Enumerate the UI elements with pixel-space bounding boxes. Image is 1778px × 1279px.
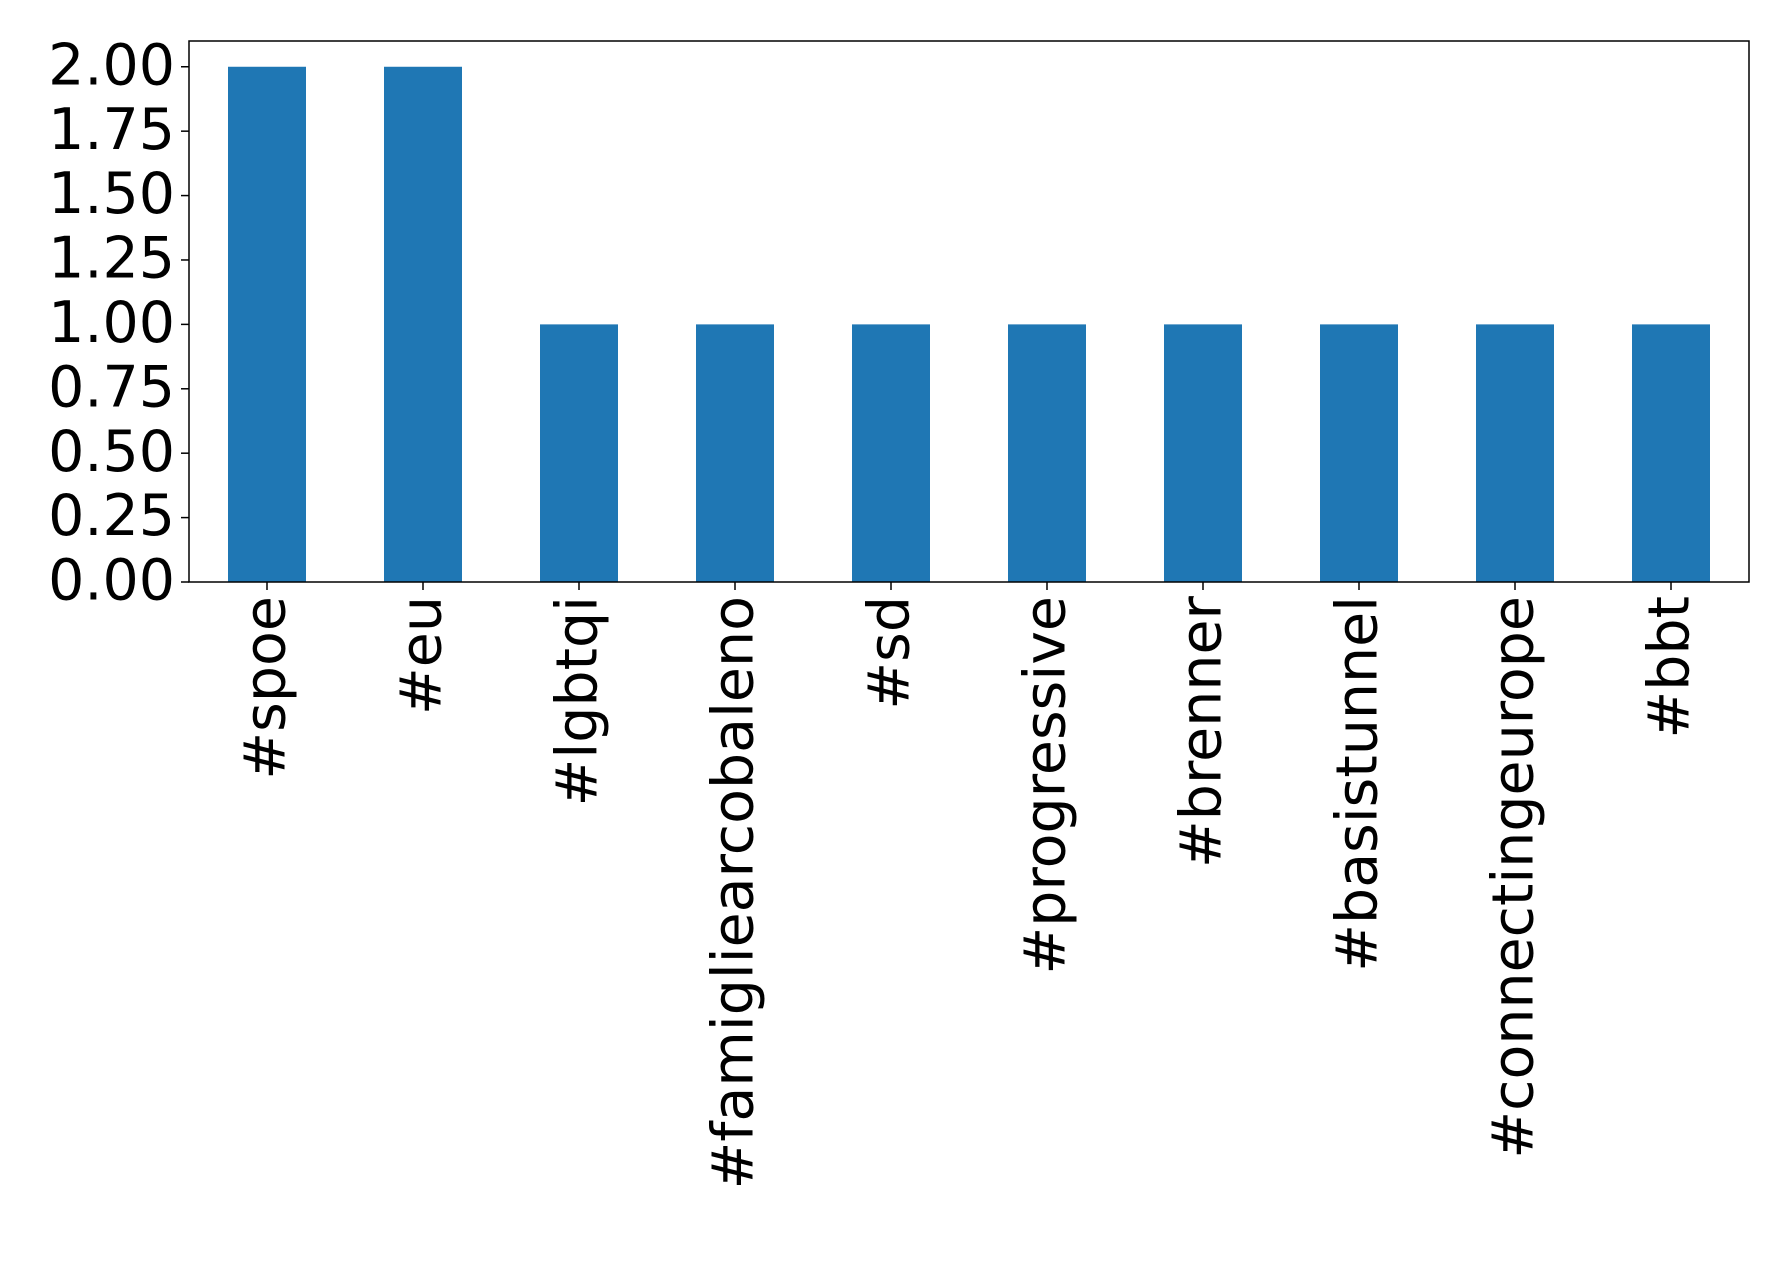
axes-frame	[188, 40, 1750, 583]
y-tick-label: 1.75	[48, 97, 175, 163]
x-tick-label: #basistunnel	[1325, 596, 1391, 972]
bar	[1476, 324, 1554, 582]
bar	[1008, 324, 1086, 582]
bar	[852, 324, 930, 582]
y-tick-label: 2.00	[48, 32, 175, 98]
y-tick-label: 0.75	[48, 354, 175, 420]
x-tick-label: #connectingeurope	[1481, 596, 1547, 1159]
x-tick-label: #eu	[389, 596, 455, 715]
y-tick-label: 1.50	[48, 161, 175, 227]
bar	[696, 324, 774, 582]
x-tick-label: #sd	[857, 596, 923, 710]
x-tick-label: #famigliearcobaleno	[701, 596, 767, 1189]
bar	[1164, 324, 1242, 582]
bar	[540, 324, 618, 582]
y-tick-label: 0.50	[48, 419, 175, 485]
y-tick-label: 1.25	[48, 226, 175, 292]
bar	[228, 66, 306, 582]
bar	[1320, 324, 1398, 582]
x-tick-label: #lgbtqi	[545, 596, 611, 806]
y-tick-label: 1.00	[48, 290, 175, 356]
bar	[1632, 324, 1710, 582]
y-tick-label: 0.00	[48, 548, 175, 614]
bar	[384, 66, 462, 582]
x-tick-label: #bbt	[1637, 596, 1703, 738]
y-tick-label: 0.25	[48, 483, 175, 549]
x-tick-label: #spoe	[233, 596, 299, 780]
x-tick-label: #brenner	[1169, 595, 1235, 868]
x-tick-label: #progressive	[1013, 596, 1079, 974]
